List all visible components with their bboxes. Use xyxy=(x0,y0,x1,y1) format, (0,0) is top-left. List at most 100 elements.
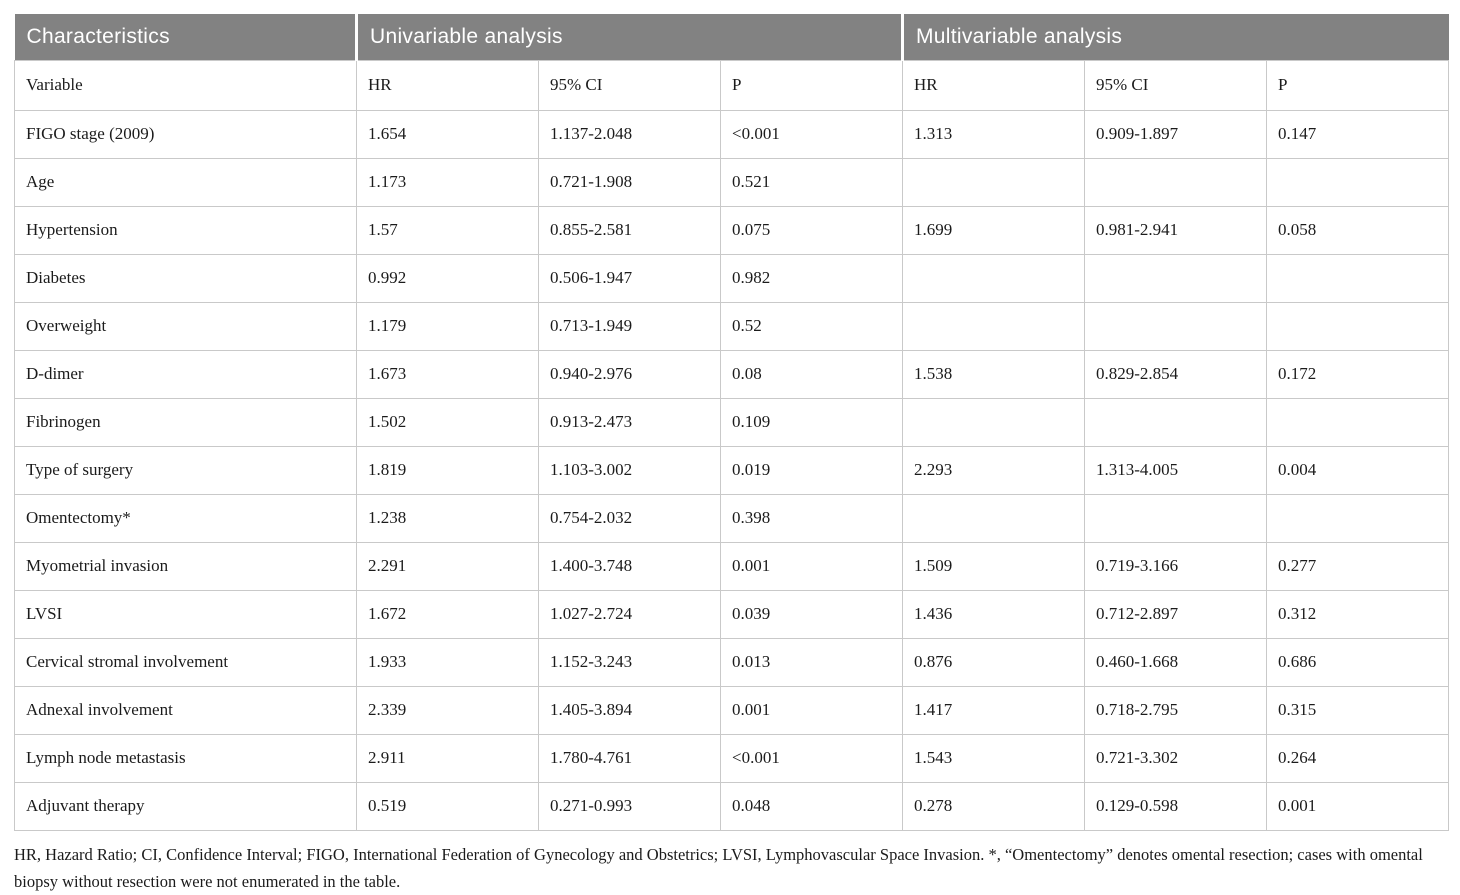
table-head: Characteristics Univariable analysis Mul… xyxy=(14,14,1450,111)
table-cell: Age xyxy=(14,157,357,207)
table-cell: 0.719-3.166 xyxy=(1084,541,1268,591)
table-cell: 0.129-0.598 xyxy=(1084,781,1268,831)
table-footnote: HR, Hazard Ratio; CI, Confidence Interva… xyxy=(14,844,1423,891)
hazard-ratio-table: Characteristics Univariable analysis Mul… xyxy=(14,14,1450,831)
table-cell: <0.001 xyxy=(719,109,904,159)
table-row: Overweight 1.179 0.713-1.949 0.52 xyxy=(14,301,1450,351)
table-row: Adnexal involvement 2.339 1.405-3.894 0.001… xyxy=(14,685,1450,735)
table-row: D-dimer 1.673 0.940-2.976 0.08 1.538 0.829-2.… xyxy=(14,349,1450,399)
table-cell xyxy=(902,301,1086,351)
table-cell: 1.509 xyxy=(902,541,1086,591)
table-cell: 0.909-1.897 xyxy=(1084,109,1268,159)
table-cell: 0.913-2.473 xyxy=(538,397,721,447)
section-header-multivariable: Multivariable analysis xyxy=(902,14,1449,60)
table-cell xyxy=(902,397,1086,447)
table-cell: 0.855-2.581 xyxy=(538,205,721,255)
table-cell: 0.712-2.897 xyxy=(1084,589,1268,639)
table-cell: 0.876 xyxy=(902,637,1086,687)
column-header-variable: Variable xyxy=(14,59,357,111)
table-cell: 1.819 xyxy=(356,445,539,495)
table-cell: 1.57 xyxy=(356,205,539,255)
table-row: Lymph node metastasis 2.911 1.780-4.761 <0.… xyxy=(14,733,1450,783)
table-row: Fibrinogen 1.502 0.913-2.473 0.109 xyxy=(14,397,1450,447)
table-row: LVSI 1.672 1.027-2.724 0.039 1.436 0.712-2.89… xyxy=(14,589,1450,639)
table-cell: Hypertension xyxy=(14,205,357,255)
column-header-multi-ci: 95% CI xyxy=(1084,59,1268,111)
table-cell: 1.672 xyxy=(356,589,539,639)
table-cell: Overweight xyxy=(14,301,357,351)
table-cell: 1.538 xyxy=(902,349,1086,399)
table-row: Type of surgery 1.819 1.103-3.002 0.019 2.29… xyxy=(14,445,1450,495)
table-cell: 0.713-1.949 xyxy=(538,301,721,351)
table-cell: 1.152-3.243 xyxy=(538,637,721,687)
table-cell: 0.147 xyxy=(1266,109,1450,159)
table-cell xyxy=(1266,493,1450,543)
table-cell: 0.278 xyxy=(902,781,1086,831)
table-cell: 0.52 xyxy=(719,301,904,351)
table-row: Cervical stromal involvement 1.933 1.152-3… xyxy=(14,637,1450,687)
table-cell: 2.293 xyxy=(902,445,1086,495)
table-cell: Omentectomy* xyxy=(14,493,357,543)
table-cell: 0.521 xyxy=(719,157,904,207)
table-cell: 1.436 xyxy=(902,589,1086,639)
table-cell: 0.001 xyxy=(719,541,904,591)
table-row: Hypertension 1.57 0.855-2.581 0.075 1.699 0.9… xyxy=(14,205,1450,255)
table-cell: 0.686 xyxy=(1266,637,1450,687)
table-cell xyxy=(902,253,1086,303)
table-cell xyxy=(1266,253,1450,303)
table-cell: 0.721-3.302 xyxy=(1084,733,1268,783)
table-cell: 0.039 xyxy=(719,589,904,639)
table-cell: 1.780-4.761 xyxy=(538,733,721,783)
table-cell: 0.754-2.032 xyxy=(538,493,721,543)
table-cell: 0.312 xyxy=(1266,589,1450,639)
column-header-uni-ci: 95% CI xyxy=(538,59,721,111)
table-cell: Myometrial invasion xyxy=(14,541,357,591)
table-cell: 0.460-1.668 xyxy=(1084,637,1268,687)
table-cell: LVSI xyxy=(14,589,357,639)
table-cell: 1.173 xyxy=(356,157,539,207)
table-cell: 2.339 xyxy=(356,685,539,735)
table-cell: 0.271-0.993 xyxy=(538,781,721,831)
column-header-uni-p: P xyxy=(719,59,904,111)
table-cell: 1.313 xyxy=(902,109,1086,159)
table-row: Myometrial invasion 2.291 1.400-3.748 0.001… xyxy=(14,541,1450,591)
table-cell: 0.398 xyxy=(719,493,904,543)
table-cell xyxy=(1084,253,1268,303)
table-cell: 0.013 xyxy=(719,637,904,687)
table-cell xyxy=(902,493,1086,543)
table-cell xyxy=(1266,157,1450,207)
table-cell: 1.417 xyxy=(902,685,1086,735)
table-cell: 1.405-3.894 xyxy=(538,685,721,735)
table-cell: 2.291 xyxy=(356,541,539,591)
table-row: Diabetes 0.992 0.506-1.947 0.982 xyxy=(14,253,1450,303)
table-cell: 0.075 xyxy=(719,205,904,255)
section-header-row: Characteristics Univariable analysis Mul… xyxy=(14,14,1449,60)
table-cell xyxy=(1084,301,1268,351)
table-cell: 1.673 xyxy=(356,349,539,399)
table-cell: 0.001 xyxy=(719,685,904,735)
table-cell xyxy=(1084,157,1268,207)
table-cell: 0.019 xyxy=(719,445,904,495)
table-cell: 0.048 xyxy=(719,781,904,831)
table-cell: Cervical stromal involvement xyxy=(14,637,357,687)
table-cell: 0.277 xyxy=(1266,541,1450,591)
table-cell: 1.400-3.748 xyxy=(538,541,721,591)
table-cell: 0.264 xyxy=(1266,733,1450,783)
table-cell: 0.718-2.795 xyxy=(1084,685,1268,735)
section-header-characteristics: Characteristics xyxy=(14,14,358,60)
table-cell: 0.982 xyxy=(719,253,904,303)
table-row: FIGO stage (2009) 1.654 1.137-2.048 <0.001 1… xyxy=(14,109,1450,159)
table-cell: FIGO stage (2009) xyxy=(14,109,357,159)
column-header-uni-hr: HR xyxy=(356,59,539,111)
table-cell: D-dimer xyxy=(14,349,357,399)
table-cell xyxy=(1084,493,1268,543)
table-cell xyxy=(1084,397,1268,447)
table-cell xyxy=(1266,397,1450,447)
table-cell: 1.699 xyxy=(902,205,1086,255)
table-cell: Diabetes xyxy=(14,253,357,303)
table-cell: 0.315 xyxy=(1266,685,1450,735)
table-cell: Lymph node metastasis xyxy=(14,733,357,783)
table-cell: Adnexal involvement xyxy=(14,685,357,735)
table-cell: 1.238 xyxy=(356,493,539,543)
